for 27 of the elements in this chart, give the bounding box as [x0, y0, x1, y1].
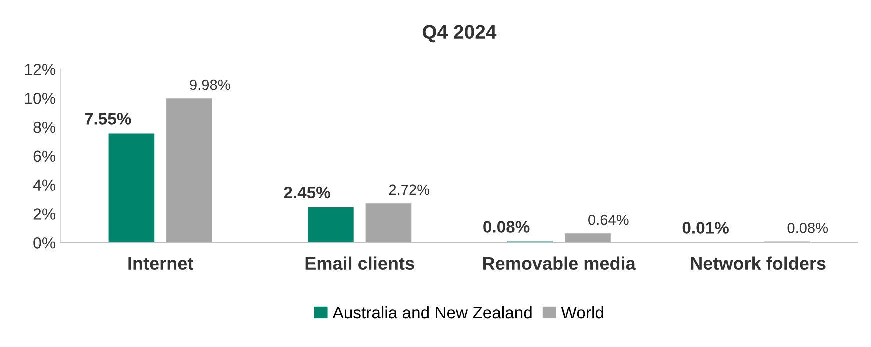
x-tick-label: Network folders: [691, 256, 826, 270]
legend-label: World: [561, 306, 604, 319]
y-tick-label: 8%: [34, 122, 56, 134]
bar: [308, 207, 354, 243]
data-label: 2.45%: [284, 186, 331, 199]
data-label: 0.08%: [788, 222, 828, 234]
y-tick-label: 12%: [25, 64, 56, 76]
bar: [565, 234, 611, 243]
chart-title: Q4 2024: [422, 25, 497, 43]
data-label: 7.55%: [85, 113, 132, 125]
y-tick-label: 10%: [25, 92, 56, 104]
y-tick-label: 4%: [33, 180, 56, 191]
data-label: 0.64%: [588, 214, 629, 226]
data-label: 2.72%: [389, 184, 430, 196]
data-label: 0.08%: [484, 221, 530, 233]
x-tick-label: Internet: [128, 257, 194, 270]
y-tick-label: 0%: [34, 238, 56, 249]
y-tick-label: 6%: [34, 150, 56, 162]
data-label: 9.98%: [190, 80, 230, 90]
bar: [366, 204, 412, 243]
y-tick-label: 2%: [34, 208, 56, 220]
data-label: 0.01%: [682, 222, 729, 234]
bar: [166, 98, 212, 243]
legend-label: Australia and New Zealand: [332, 306, 532, 319]
x-tick-label: Removable media: [484, 256, 636, 270]
x-tick-label: Email clients: [306, 256, 414, 270]
bar: [108, 134, 155, 243]
